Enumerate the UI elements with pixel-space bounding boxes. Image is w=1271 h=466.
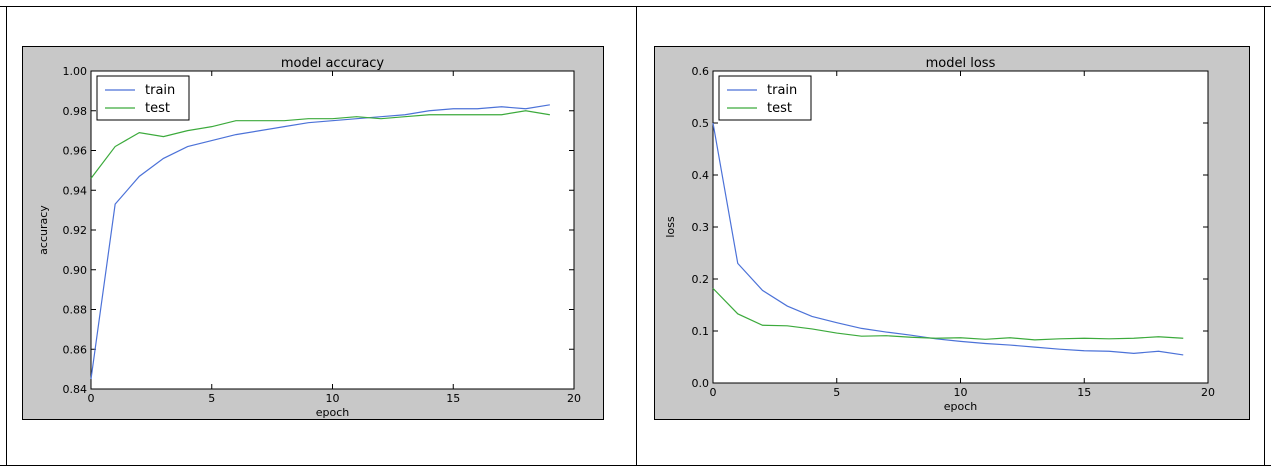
accuracy-y-tick-label: 0.90 bbox=[63, 264, 88, 277]
accuracy-y-tick-label: 0.92 bbox=[63, 224, 88, 237]
accuracy-series-test-line bbox=[90, 110, 550, 179]
accuracy-y-tick-label: 0.88 bbox=[63, 304, 88, 317]
accuracy-legend-label-test: test bbox=[145, 101, 170, 116]
loss-y-tick-label: 0.1 bbox=[692, 325, 710, 338]
loss-x-tick-label: 15 bbox=[1077, 386, 1091, 399]
loss-legend-label-test: test bbox=[767, 101, 792, 116]
table-left-border bbox=[6, 6, 7, 466]
loss-y-tick-label: 0.5 bbox=[692, 117, 710, 130]
loss-plot-area bbox=[712, 70, 1209, 384]
loss-figure: model loss 0 5 10 15 20 0.0 0.1 0.2 0.3 0.4 0.5 0.6 e… bbox=[654, 46, 1250, 420]
accuracy-y-tick-label: 0.98 bbox=[63, 105, 88, 118]
accuracy-y-tick-label: 0.84 bbox=[63, 383, 88, 396]
loss-y-tick-label: 0.2 bbox=[692, 273, 710, 286]
table-right-border bbox=[1264, 6, 1265, 466]
loss-y-tick-label: 0.0 bbox=[692, 377, 710, 390]
loss-y-tick-label: 0.6 bbox=[692, 65, 710, 78]
loss-x-tick-label: 5 bbox=[833, 386, 840, 399]
accuracy-x-tick-label: 5 bbox=[208, 392, 215, 405]
accuracy-x-tick-label: 20 bbox=[567, 392, 581, 405]
loss-chart-title: model loss bbox=[926, 56, 996, 71]
table-top-border bbox=[0, 6, 1271, 7]
accuracy-y-tick-label: 1.00 bbox=[63, 65, 88, 78]
loss-x-axis-label: epoch bbox=[944, 400, 978, 413]
accuracy-y-tick-label: 0.96 bbox=[63, 145, 88, 158]
accuracy-legend-label-train: train bbox=[145, 83, 175, 98]
accuracy-series-train-line bbox=[90, 104, 550, 380]
loss-x-tick-label: 20 bbox=[1201, 386, 1215, 399]
accuracy-x-axis-label: epoch bbox=[316, 406, 350, 419]
loss-series-test-line bbox=[712, 287, 1184, 341]
loss-y-axis-label: loss bbox=[664, 216, 677, 238]
loss-y-tick-label: 0.3 bbox=[692, 221, 710, 234]
loss-chart: model loss 0 5 10 15 20 0.0 0.1 0.2 0.3 0.4 0.5 0.6 e… bbox=[664, 56, 1215, 413]
accuracy-chart-title: model accuracy bbox=[281, 56, 385, 71]
loss-legend-label-train: train bbox=[767, 83, 797, 98]
loss-y-tick-label: 0.4 bbox=[692, 169, 710, 182]
accuracy-chart: model accuracy 0 5 10 15 20 0.84 0.86 0.88 0.90 0.… bbox=[37, 56, 581, 419]
loss-x-tick-label: 0 bbox=[710, 386, 717, 399]
accuracy-figure: model accuracy 0 5 10 15 20 0.84 0.86 0.88 0.90 0.… bbox=[22, 46, 604, 420]
loss-legend bbox=[718, 75, 812, 121]
accuracy-y-axis-label: accuracy bbox=[37, 205, 50, 255]
loss-x-tick-label: 10 bbox=[954, 386, 968, 399]
loss-series-train-line bbox=[712, 122, 1184, 356]
accuracy-x-tick-label: 15 bbox=[446, 392, 460, 405]
accuracy-x-tick-label: 0 bbox=[88, 392, 95, 405]
accuracy-legend bbox=[96, 75, 190, 121]
accuracy-x-tick-label: 10 bbox=[326, 392, 340, 405]
accuracy-y-tick-label: 0.94 bbox=[63, 184, 88, 197]
table-middle-border bbox=[636, 6, 637, 466]
accuracy-y-tick-label: 0.86 bbox=[63, 343, 88, 356]
